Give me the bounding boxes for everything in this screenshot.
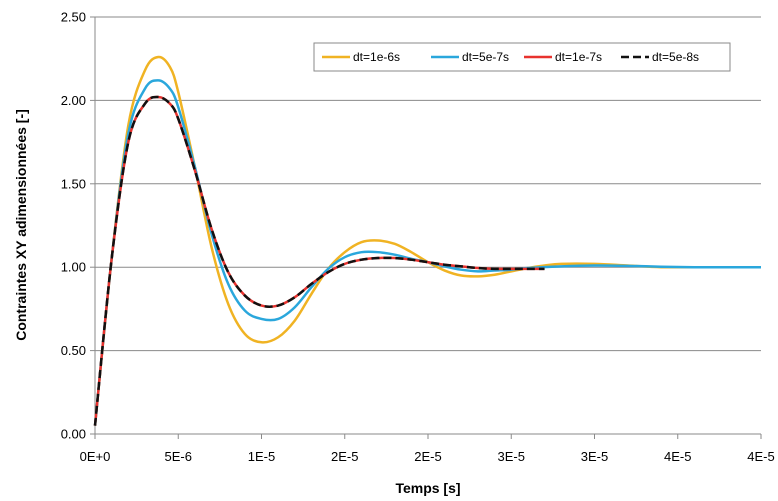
legend-label-1: dt=5e-7s bbox=[462, 50, 509, 64]
x-tick-label: 2E-5 bbox=[331, 449, 358, 464]
y-tick-label: 2.50 bbox=[61, 10, 86, 25]
y-tick-label: 0.50 bbox=[61, 343, 86, 358]
x-tick-label: 4E-5 bbox=[664, 449, 691, 464]
legend-box bbox=[313, 42, 731, 72]
legend-label-2: dt=1e-7s bbox=[555, 50, 602, 64]
y-axis-title: Contraintes XY adimensionnées [-] bbox=[13, 109, 29, 341]
y-tick-label: 0.00 bbox=[61, 427, 86, 442]
series-line-1 bbox=[93, 79, 761, 426]
tick-labels: 0.00 0.50 1.00 1.50 2.00 2.50 0E+0 5E-6 1E-5 2E-5… bbox=[61, 10, 775, 465]
legend: dt=1e-6s dt=5e-7s dt=1e-7s dt=5e-8s bbox=[313, 42, 731, 72]
x-tick-label: 5E-6 bbox=[165, 449, 192, 464]
y-tick-label: 1.50 bbox=[61, 176, 86, 191]
series-line-3 bbox=[93, 95, 545, 426]
x-tick-label: 3E-5 bbox=[498, 449, 525, 464]
series-lines bbox=[93, 55, 761, 426]
y-tick-label: 1.00 bbox=[61, 260, 86, 275]
x-tick-label: 0E+0 bbox=[80, 449, 111, 464]
x-tick-label: 4E-5 bbox=[747, 449, 774, 464]
x-tick-label: 2E-5 bbox=[414, 449, 441, 464]
legend-label-3: dt=5e-8s bbox=[652, 50, 699, 64]
series-line-0 bbox=[93, 55, 761, 426]
x-axis-title: Temps [s] bbox=[395, 480, 460, 496]
y-tick-label: 2.00 bbox=[61, 93, 86, 108]
x-tick-label: 1E-5 bbox=[248, 449, 275, 464]
legend-label-0: dt=1e-6s bbox=[353, 50, 400, 64]
x-tick-label: 3E-5 bbox=[581, 449, 608, 464]
axes bbox=[90, 16, 762, 439]
